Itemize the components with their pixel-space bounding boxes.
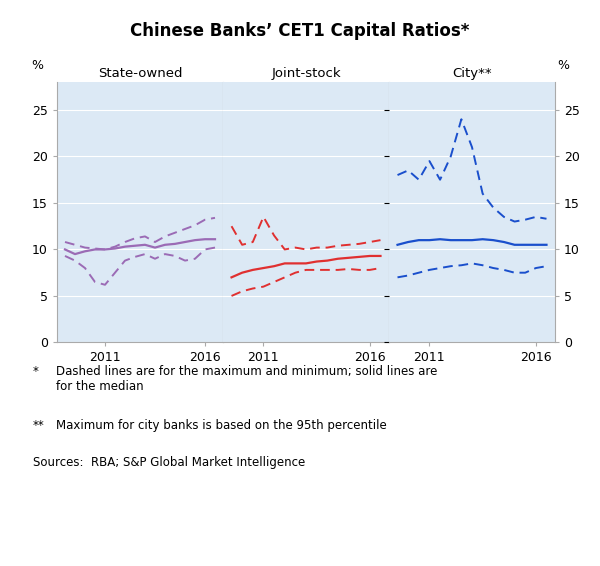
Text: %: % (31, 59, 43, 72)
Title: State-owned: State-owned (98, 67, 182, 79)
Text: Sources:  RBA; S&P Global Market Intelligence: Sources: RBA; S&P Global Market Intellig… (33, 456, 305, 469)
Text: Maximum for city banks is based on the 95th percentile: Maximum for city banks is based on the 9… (56, 419, 386, 432)
Title: Joint-stock: Joint-stock (271, 67, 341, 79)
Text: Chinese Banks’ CET1 Capital Ratios*: Chinese Banks’ CET1 Capital Ratios* (130, 22, 470, 40)
Text: **: ** (33, 419, 45, 432)
Text: Dashed lines are for the maximum and minimum; solid lines are
for the median: Dashed lines are for the maximum and min… (56, 365, 437, 393)
Title: City**: City** (452, 67, 492, 79)
Text: *: * (33, 365, 39, 378)
Text: %: % (557, 59, 569, 72)
